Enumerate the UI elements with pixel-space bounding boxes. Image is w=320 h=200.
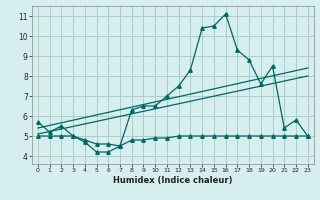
X-axis label: Humidex (Indice chaleur): Humidex (Indice chaleur) bbox=[113, 176, 233, 185]
